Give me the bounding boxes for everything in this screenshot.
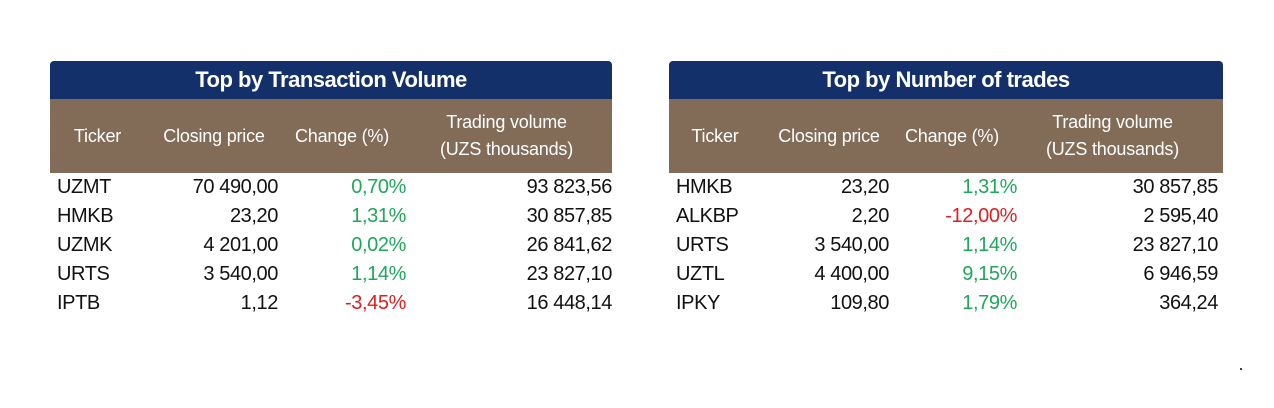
volume-cell: 16 448,14 <box>526 292 613 314</box>
ticker-cell: ALKBP <box>676 205 739 227</box>
ticker-cell: IPKY <box>676 292 720 314</box>
change-cell: 1,14% <box>351 263 406 285</box>
volume-cell: 6 946,59 <box>1143 263 1218 285</box>
table-row: URTS 3 540,00 1,14% 23 827,10 <box>669 231 1223 260</box>
closing-price-cell: 2,20 <box>851 205 890 227</box>
trading-volume-column-header: Trading volume (UZS thousands) <box>401 109 612 163</box>
trading-volume-unit: (UZS thousands) <box>1045 139 1180 159</box>
change-cell: 1,31% <box>962 176 1017 198</box>
closing-price-cell: 4 201,00 <box>203 234 278 256</box>
change-cell: 0,70% <box>351 176 406 198</box>
ticker-cell: URTS <box>676 234 729 256</box>
change-column-header: Change (%) <box>294 125 390 146</box>
change-cell: 1,31% <box>351 205 406 227</box>
closing-price-cell: 4 400,00 <box>814 263 889 285</box>
stray-dot <box>1240 368 1242 370</box>
table-header: Ticker Closing price Change (%) Trading … <box>50 99 612 173</box>
ticker-cell: IPTB <box>57 292 100 314</box>
table-row: ALKBP 2,20 -12,00% 2 595,40 <box>669 202 1223 231</box>
ticker-cell: URTS <box>57 263 110 285</box>
volume-cell: 2 595,40 <box>1143 205 1218 227</box>
transaction-volume-table: Top by Transaction Volume Ticker Closing… <box>50 61 612 318</box>
trading-volume-label: Trading volume <box>446 112 567 132</box>
volume-cell: 364,24 <box>1159 292 1218 314</box>
closing-price-cell: 23,20 <box>229 205 278 227</box>
trading-volume-column-header: Trading volume (UZS thousands) <box>1007 109 1218 163</box>
trading-volume-label: Trading volume <box>1052 112 1173 132</box>
ticker-column-header: Ticker <box>691 125 739 146</box>
table-body: HMKB 23,20 1,31% 30 857,85 ALKBP 2,20 -1… <box>669 173 1223 318</box>
closing-price-column-header: Closing price <box>778 125 880 146</box>
trading-volume-unit: (UZS thousands) <box>439 139 574 159</box>
ticker-cell: UZMT <box>57 176 111 198</box>
table-row: UZMK 4 201,00 0,02% 26 841,62 <box>50 231 612 260</box>
volume-cell: 23 827,10 <box>1132 234 1219 256</box>
change-cell: -3,45% <box>345 292 406 314</box>
closing-price-cell: 70 490,00 <box>192 176 279 198</box>
change-cell: 1,14% <box>962 234 1017 256</box>
table-body: UZMT 70 490,00 0,70% 93 823,56 HMKB 23,2… <box>50 173 612 318</box>
ticker-cell: UZMK <box>57 234 113 256</box>
table-row: HMKB 23,20 1,31% 30 857,85 <box>50 202 612 231</box>
ticker-column-header: Ticker <box>73 125 122 146</box>
table-row: URTS 3 540,00 1,14% 23 827,10 <box>50 260 612 289</box>
table-row: HMKB 23,20 1,31% 30 857,85 <box>669 173 1223 202</box>
number-of-trades-table: Top by Number of trades Ticker Closing p… <box>669 61 1223 318</box>
volume-cell: 93 823,56 <box>526 176 613 198</box>
table-title: Top by Number of trades <box>669 61 1223 99</box>
ticker-cell: HMKB <box>676 176 733 198</box>
ticker-cell: UZTL <box>676 263 725 285</box>
closing-price-column-header: Closing price <box>163 125 265 146</box>
closing-price-cell: 23,20 <box>840 176 889 198</box>
closing-price-cell: 3 540,00 <box>814 234 889 256</box>
volume-cell: 30 857,85 <box>1132 176 1219 198</box>
closing-price-cell: 109,80 <box>830 292 889 314</box>
closing-price-cell: 1,12 <box>240 292 279 314</box>
volume-cell: 30 857,85 <box>526 205 613 227</box>
change-cell: 1,79% <box>962 292 1017 314</box>
ticker-cell: HMKB <box>57 205 114 227</box>
table-title: Top by Transaction Volume <box>50 61 612 99</box>
closing-price-cell: 3 540,00 <box>203 263 278 285</box>
table-row: UZTL 4 400,00 9,15% 6 946,59 <box>669 260 1223 289</box>
change-column-header: Change (%) <box>904 125 1000 146</box>
table-header: Ticker Closing price Change (%) Trading … <box>669 99 1223 173</box>
table-row: IPKY 109,80 1,79% 364,24 <box>669 289 1223 318</box>
volume-cell: 23 827,10 <box>526 263 613 285</box>
change-cell: 9,15% <box>962 263 1017 285</box>
change-cell: -12,00% <box>945 205 1017 227</box>
volume-cell: 26 841,62 <box>526 234 613 256</box>
table-row: UZMT 70 490,00 0,70% 93 823,56 <box>50 173 612 202</box>
table-row: IPTB 1,12 -3,45% 16 448,14 <box>50 289 612 318</box>
change-cell: 0,02% <box>351 234 406 256</box>
